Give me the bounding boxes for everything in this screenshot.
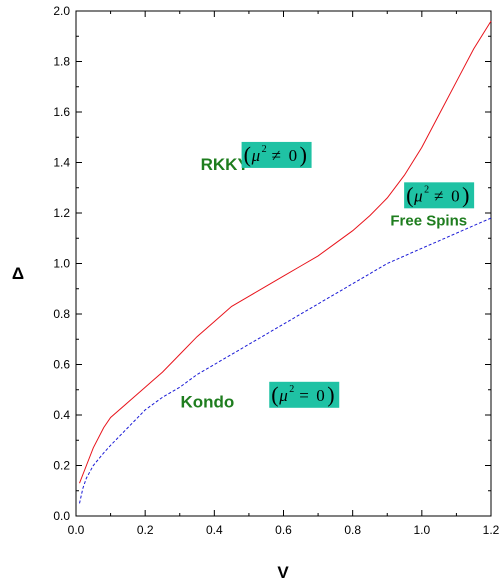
y-tick-label: 1.0 [53,257,70,271]
dashed-boundary-line [79,217,492,504]
kondo-mu-box: (μ 2 = 0) [269,381,340,408]
y-tick-label: 0.0 [53,509,70,523]
mu-symbol: μ [251,146,261,165]
paren-open: ( [271,382,278,407]
paren-close: ) [327,382,334,407]
x-tick-label: 0.8 [344,523,361,537]
y-tick-label: 0.6 [53,358,70,372]
paren-open: ( [244,142,251,167]
x-tick-label: 0.2 [137,523,154,537]
x-tick-label: 0.4 [206,523,223,537]
y-tick-label: 1.8 [53,55,70,69]
y-tick-label: 1.2 [53,206,70,220]
rkky-label: RKKY [201,155,250,174]
mu-symbol: μ [413,186,423,205]
y-tick-label: 0.4 [53,408,70,422]
y-tick-label: 1.6 [53,105,70,119]
y-tick-label: 0.2 [53,459,70,473]
plot-frame [75,10,492,517]
y-axis-title: Δ [12,264,24,283]
math-box-bg [241,141,312,168]
paren-close: ) [462,182,469,207]
superscript: 2 [262,144,267,155]
y-tick-label: 2.0 [53,4,70,18]
paren-close: ) [300,142,307,167]
paren-open: ( [406,182,413,207]
free-spins-label: Free Spins [390,213,467,230]
relation-symbol: ≠ [434,186,443,205]
x-tick-label: 0.0 [68,523,85,537]
superscript: 2 [289,384,294,395]
value-symbol: 0 [451,186,460,205]
series-layer [79,20,492,504]
ticks-layer: 0.0 0.2 0.4 0.6 0.8 1.0 1.2 0.0 0.2 0.4 0.6 0.8 1.0 1… [53,4,499,537]
value-symbol: 0 [289,146,298,165]
x-tick-label: 1.0 [413,523,430,537]
math-box-bg [404,182,475,209]
x-axis-title: V [277,563,289,582]
free-mu-box: (μ 2 ≠ 0) [404,182,475,209]
solid-boundary-line [79,20,492,484]
relation-symbol: ≠ [272,146,281,165]
mu-symbol: μ [278,386,288,405]
kondo-label: Kondo [181,392,235,411]
superscript: 2 [424,184,429,195]
y-tick-label: 0.8 [53,307,70,321]
math-box-bg [269,381,340,408]
x-tick-label: 0.6 [275,523,292,537]
y-tick-label: 1.4 [53,156,70,170]
relation-symbol: = [299,386,309,405]
rkky-mu-box: (μ 2 ≠ 0) [241,141,312,168]
value-symbol: 0 [316,386,325,405]
x-tick-label: 1.2 [483,523,500,537]
